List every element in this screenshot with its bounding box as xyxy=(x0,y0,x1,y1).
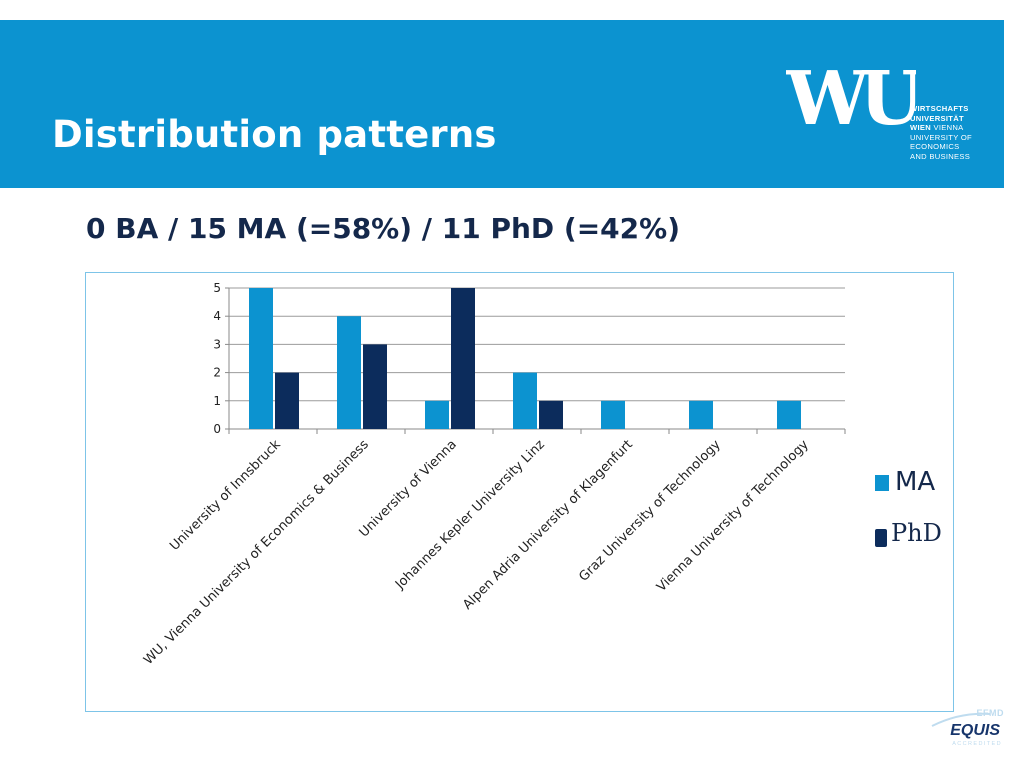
equis-accredited-text: ACCREDITED xyxy=(952,741,1002,747)
x-category-label: University of Vienna xyxy=(357,437,460,540)
x-category-label: Johannes Kepler University Linz xyxy=(392,437,548,593)
legend-label-phd: PhD xyxy=(891,519,942,547)
bar-phd-2 xyxy=(451,288,475,429)
bar-ma-6 xyxy=(777,400,801,429)
header-banner: Distribution patterns WU WIRTSCHAFTS UNI… xyxy=(0,20,1004,188)
legend-swatch-phd xyxy=(875,529,887,547)
equis-accreditation-logo: EFMD EQUIS ACCREDITED xyxy=(930,708,1006,754)
x-category-label: Alpen Adria University of Klagenfurt xyxy=(460,437,636,613)
logo-line-6: AND BUSINESS xyxy=(910,151,971,161)
wu-logo-text: WIRTSCHAFTS UNIVERSITÄT WIEN VIENNA UNIV… xyxy=(910,104,972,162)
y-tick-label: 4 xyxy=(213,309,221,323)
y-tick-label: 0 xyxy=(213,422,221,436)
logo-line-1: WIRTSCHAFTS xyxy=(910,104,969,113)
bar-ma-5 xyxy=(689,400,713,429)
wu-logo-mark-icon: WU xyxy=(786,64,916,134)
logo-line-4: UNIVERSITY OF xyxy=(910,132,972,142)
chart-frame: 0 1 2 3 4 5 University of Innsbruck WU, Vienna … xyxy=(85,272,954,712)
wu-logo: WU WIRTSCHAFTS UNIVERSITÄT WIEN VIENNA U… xyxy=(786,64,986,174)
x-category-label: Graz University of Technology xyxy=(576,437,724,585)
chart-subtitle: 0 BA / 15 MA (=58%) / 11 PhD (=42%) xyxy=(86,212,680,245)
x-category-label: Vienna University of Technology xyxy=(654,437,812,595)
page-title: Distribution patterns xyxy=(52,113,497,156)
bar-ma-0 xyxy=(249,288,273,429)
bar-phd-1 xyxy=(363,344,387,429)
y-tick-label: 2 xyxy=(213,366,221,380)
bar-ma-3 xyxy=(513,372,537,429)
wu-logo-letters: WU xyxy=(786,64,916,134)
y-tick-label: 5 xyxy=(213,281,221,295)
y-tick-label: 1 xyxy=(213,394,221,408)
bar-phd-0 xyxy=(275,372,299,429)
bar-phd-3 xyxy=(539,400,563,429)
legend-swatch-ma xyxy=(875,475,889,491)
logo-line-5: ECONOMICS xyxy=(910,142,960,152)
bar-ma-1 xyxy=(337,316,361,429)
bar-ma-4 xyxy=(601,400,625,429)
logo-line-3: WIEN VIENNA xyxy=(910,123,972,133)
equis-efmd-text: EFMD xyxy=(976,708,1004,718)
logo-line-2: UNIVERSITÄT xyxy=(910,113,964,123)
logo-line-3b: VIENNA xyxy=(933,123,964,133)
equis-name-text: EQUIS xyxy=(950,722,1000,739)
logo-line-3a: WIEN xyxy=(910,123,932,133)
bar-ma-2 xyxy=(425,400,449,429)
y-tick-label: 3 xyxy=(213,337,221,351)
equis-swoosh-icon xyxy=(931,712,991,727)
legend-label-ma: MA xyxy=(895,467,936,497)
